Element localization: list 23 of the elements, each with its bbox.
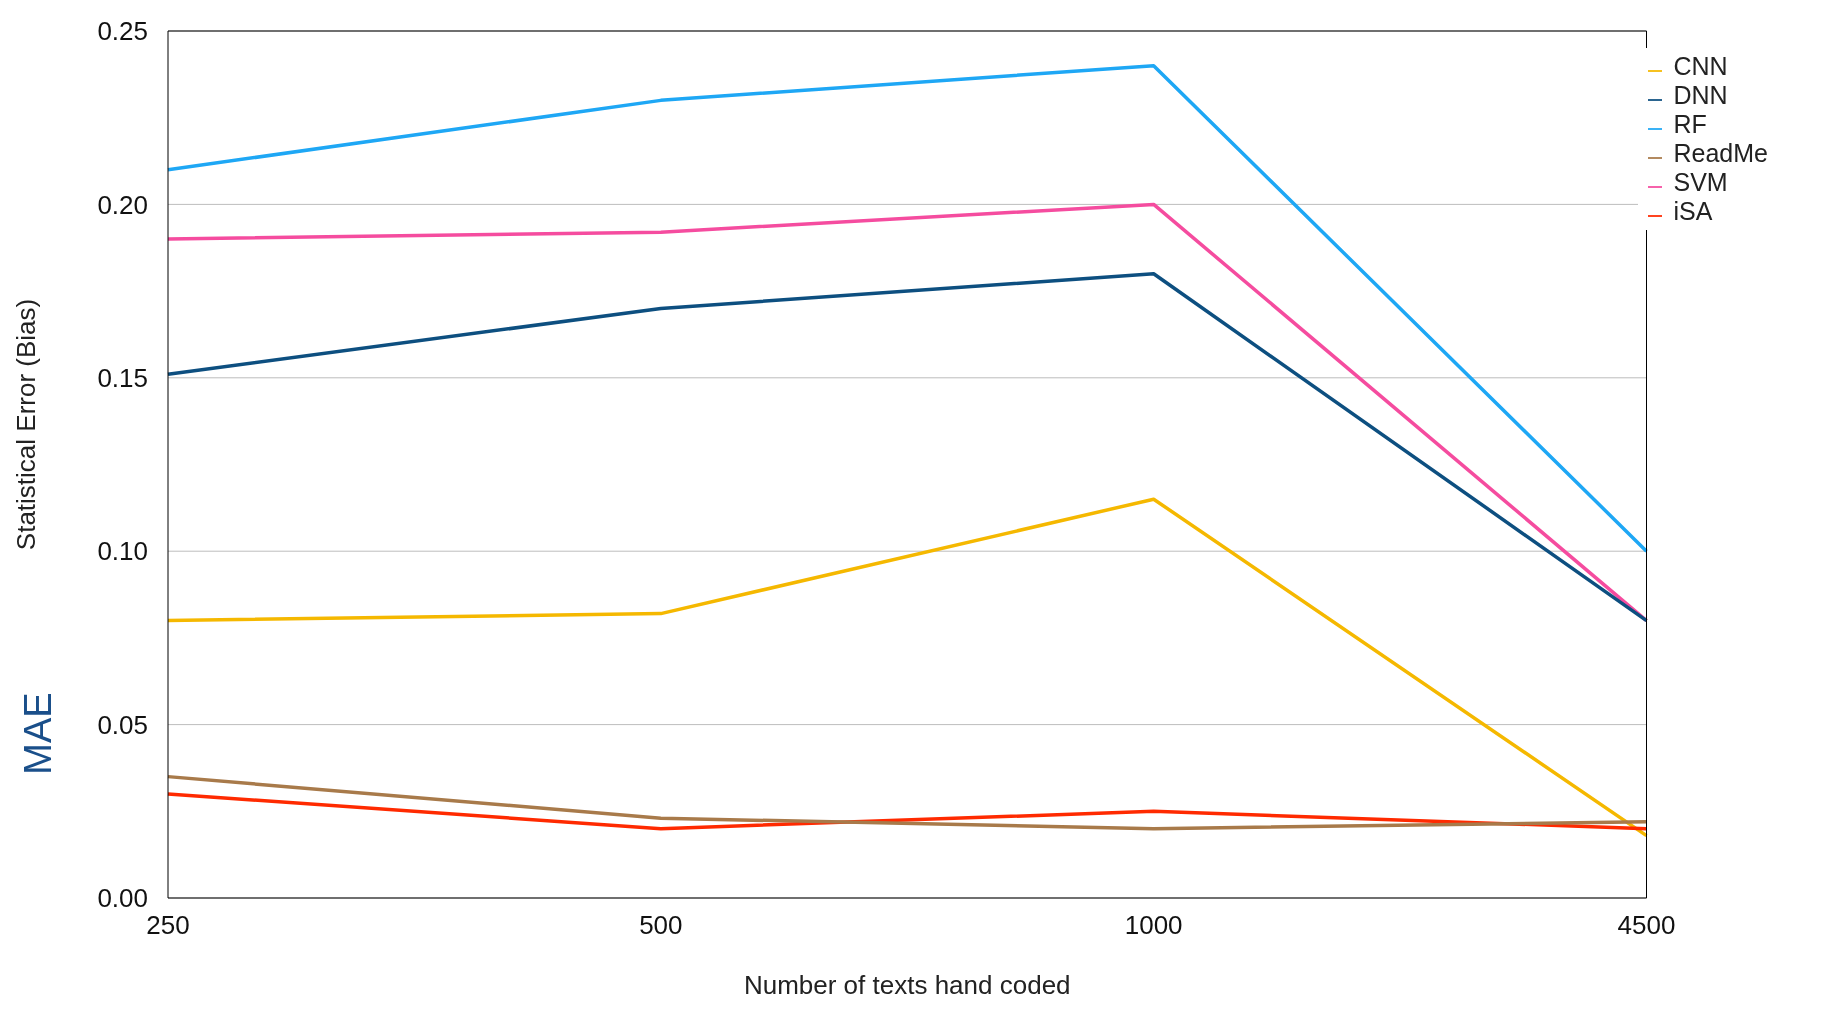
legend-label: DNN (1673, 81, 1728, 109)
legend-label: CNN (1673, 52, 1728, 80)
x-tick-label: 4500 (1617, 910, 1676, 941)
x-tick-label: 1000 (1124, 910, 1183, 941)
y-tick-label: 0.05 (97, 709, 148, 740)
y-tick-label: 0.25 (97, 16, 148, 47)
y-axis-title: Statistical Error (Bias) (11, 298, 42, 551)
line-series (166, 774, 1649, 831)
x-tick-label: 250 (146, 910, 190, 941)
legend-label: RF (1673, 110, 1707, 138)
legend-label: ReadMe (1673, 139, 1768, 167)
y-tick-label: 0.10 (97, 536, 148, 567)
y-tick-label: 0.20 (97, 189, 148, 220)
x-axis-title: Number of texts hand coded (743, 970, 1071, 1000)
line-series (166, 497, 1649, 838)
line-series (166, 272, 1649, 623)
legend-label: iSA (1673, 197, 1713, 225)
y-tick-label: 0.15 (97, 363, 148, 394)
x-tick-label: 500 (639, 910, 683, 941)
legend-label: SVM (1673, 168, 1728, 196)
text: MAE (16, 691, 60, 775)
y-tick-label: 0.00 (97, 883, 148, 914)
line-series (166, 63, 1649, 553)
